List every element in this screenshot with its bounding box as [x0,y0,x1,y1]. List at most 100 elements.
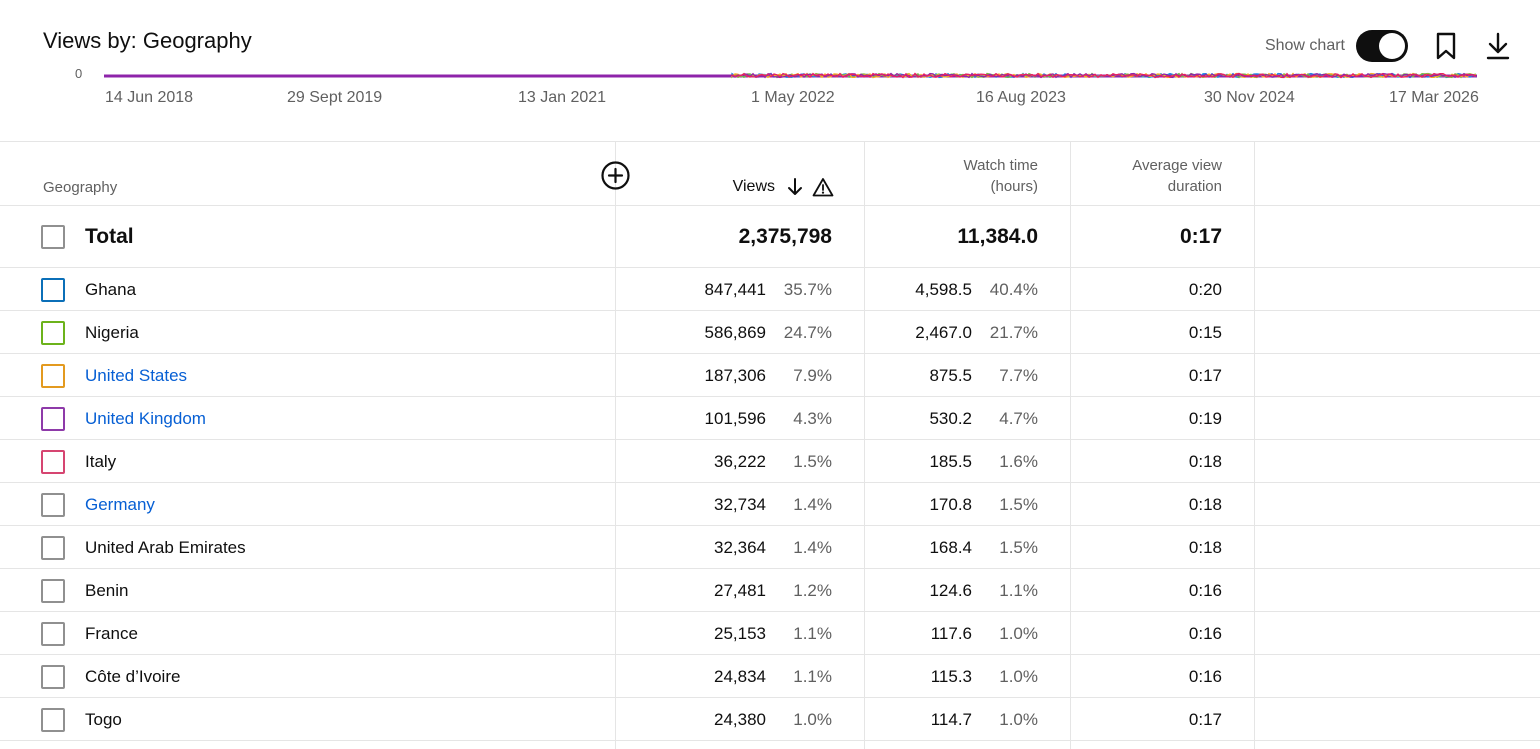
watch-time-value: 185.5 [929,452,972,471]
country-name: Nigeria [85,323,139,342]
watch-time-percent: 1.0% [999,667,1038,686]
page-title: Views by: Geography [43,28,252,53]
table-row: Ghana 847,441 35.7% 4,598.5 40.4% 0:20 [0,268,1540,311]
show-chart-toggle[interactable] [1356,30,1408,62]
x-tick-label: 16 Aug 2023 [976,89,1066,106]
avg-duration-value: 0:17 [1188,710,1222,729]
watch-time-value: 168.4 [929,538,972,557]
avg-duration-value: 0:18 [1188,452,1222,471]
watch-time-value: 115.3 [930,667,972,686]
chart-series-line [731,72,1477,79]
table-row: United States 187,306 7.9% 875.5 7.7% 0:17 [0,354,1540,397]
country-name[interactable]: Germany [85,495,155,514]
row-checkbox[interactable] [41,493,65,517]
watch-time-value: 4,598.5 [915,280,972,299]
download-icon[interactable] [1484,31,1512,61]
country-name: Ghana [85,280,137,299]
watch-time-value: 114.7 [930,710,972,729]
views-percent: 1.4% [793,495,832,514]
toggle-knob [1379,33,1405,59]
views-percent: 24.7% [783,323,832,342]
watch-time-percent: 40.4% [989,280,1038,299]
views-value: 36,222 [714,452,766,471]
views-column-header[interactable]: Views [733,176,834,197]
table-row: Togo 24,380 1.0% 114.7 1.0% 0:17 [0,698,1540,741]
x-tick-label: 17 Mar 2026 [1389,89,1479,106]
views-percent: 35.7% [783,280,832,299]
row-checkbox[interactable] [41,708,65,732]
y-axis-zero-label: 0 [75,66,83,81]
country-name: Benin [85,581,129,600]
country-name[interactable]: United States [85,366,188,385]
country-name[interactable]: United Kingdom [85,409,206,428]
row-checkbox[interactable] [41,407,65,431]
views-value: 847,441 [704,280,766,299]
watch-time-percent: 7.7% [999,366,1038,385]
table-row: Italy 36,222 1.5% 185.5 1.6% 0:18 [0,440,1540,483]
row-checkbox[interactable] [41,364,65,388]
add-column-icon[interactable] [600,160,631,191]
row-checkbox[interactable] [41,278,65,302]
watch-time-percent: 1.0% [999,710,1038,729]
table-body: Ghana 847,441 35.7% 4,598.5 40.4% 0:20 Nigeria… [0,268,1540,741]
row-checkbox[interactable] [41,665,65,689]
views-value: 187,306 [704,366,766,385]
avg-duration-value: 0:16 [1188,624,1222,643]
views-percent: 7.9% [793,366,832,385]
row-checkbox[interactable] [41,622,65,646]
watch-time-header-line1: Watch time [963,157,1038,174]
watch-time-percent: 1.1% [999,581,1038,600]
sort-descending-icon [788,177,802,195]
chart-controls: Show chart [1265,28,1512,64]
column-divider [1070,142,1071,749]
views-value: 27,481 [714,581,766,600]
chart-plot [104,72,1477,79]
country-name: France [85,624,138,643]
table-row: United Kingdom 101,596 4.3% 530.2 4.7% 0:19 [0,397,1540,440]
bookmark-icon[interactable] [1432,31,1460,61]
country-name: Côte d’Ivoire [85,667,181,686]
avg-duration-header-line1: Average view [1132,157,1222,174]
country-name: United Arab Emirates [85,538,246,557]
views-percent: 1.0% [793,710,832,729]
x-tick-label: 14 Jun 2018 [105,89,194,106]
avg-duration-value: 0:17 [1188,366,1222,385]
watch-time-column-header[interactable]: Watch time (hours) [898,155,1038,197]
table-row: Côte d’Ivoire 24,834 1.1% 115.3 1.0% 0:16 [0,655,1540,698]
avg-duration-value: 0:16 [1188,581,1222,600]
row-checkbox[interactable] [41,536,65,560]
table-row: United Arab Emirates 32,364 1.4% 168.4 1.5% 0… [0,526,1540,569]
views-percent: 1.1% [793,624,832,643]
avg-duration-value: 0:20 [1188,280,1222,299]
avg-duration-value: 0:16 [1188,667,1222,686]
watch-time-value: 170.8 [929,495,972,514]
views-percent: 1.2% [793,581,832,600]
column-divider [1254,142,1255,749]
x-tick-label: 29 Sept 2019 [287,89,383,106]
avg-duration-value: 0:18 [1188,538,1222,557]
watch-time-value: 2,467.0 [915,323,972,342]
row-checkbox[interactable] [41,579,65,603]
chart-area: 0 14 Jun 2018 29 Sept 2019 13 Jan 2021 1… [0,60,1540,140]
views-value: 586,869 [704,323,766,342]
x-tick-label: 1 May 2022 [751,89,835,106]
views-percent: 1.1% [793,667,832,686]
views-value: 32,364 [714,538,766,557]
row-checkbox[interactable] [41,321,65,345]
total-watch-time: 11,384.0 [957,225,1038,248]
geography-column-header: Geography [43,179,118,196]
total-checkbox[interactable] [41,225,65,249]
table-row: France 25,153 1.1% 117.6 1.0% 0:16 [0,612,1540,655]
country-name: Italy [85,452,117,471]
avg-duration-column-header[interactable]: Average view duration [1072,155,1222,197]
avg-duration-value: 0:15 [1188,323,1222,342]
row-checkbox[interactable] [41,450,65,474]
watch-time-value: 124.6 [929,581,972,600]
views-value: 25,153 [714,624,766,643]
watch-time-value: 530.2 [929,409,972,428]
x-tick-label: 13 Jan 2021 [518,89,607,106]
watch-time-percent: 21.7% [989,323,1038,342]
warning-icon[interactable] [812,177,834,197]
watch-time-percent: 1.6% [999,452,1038,471]
views-value: 24,834 [714,667,766,686]
